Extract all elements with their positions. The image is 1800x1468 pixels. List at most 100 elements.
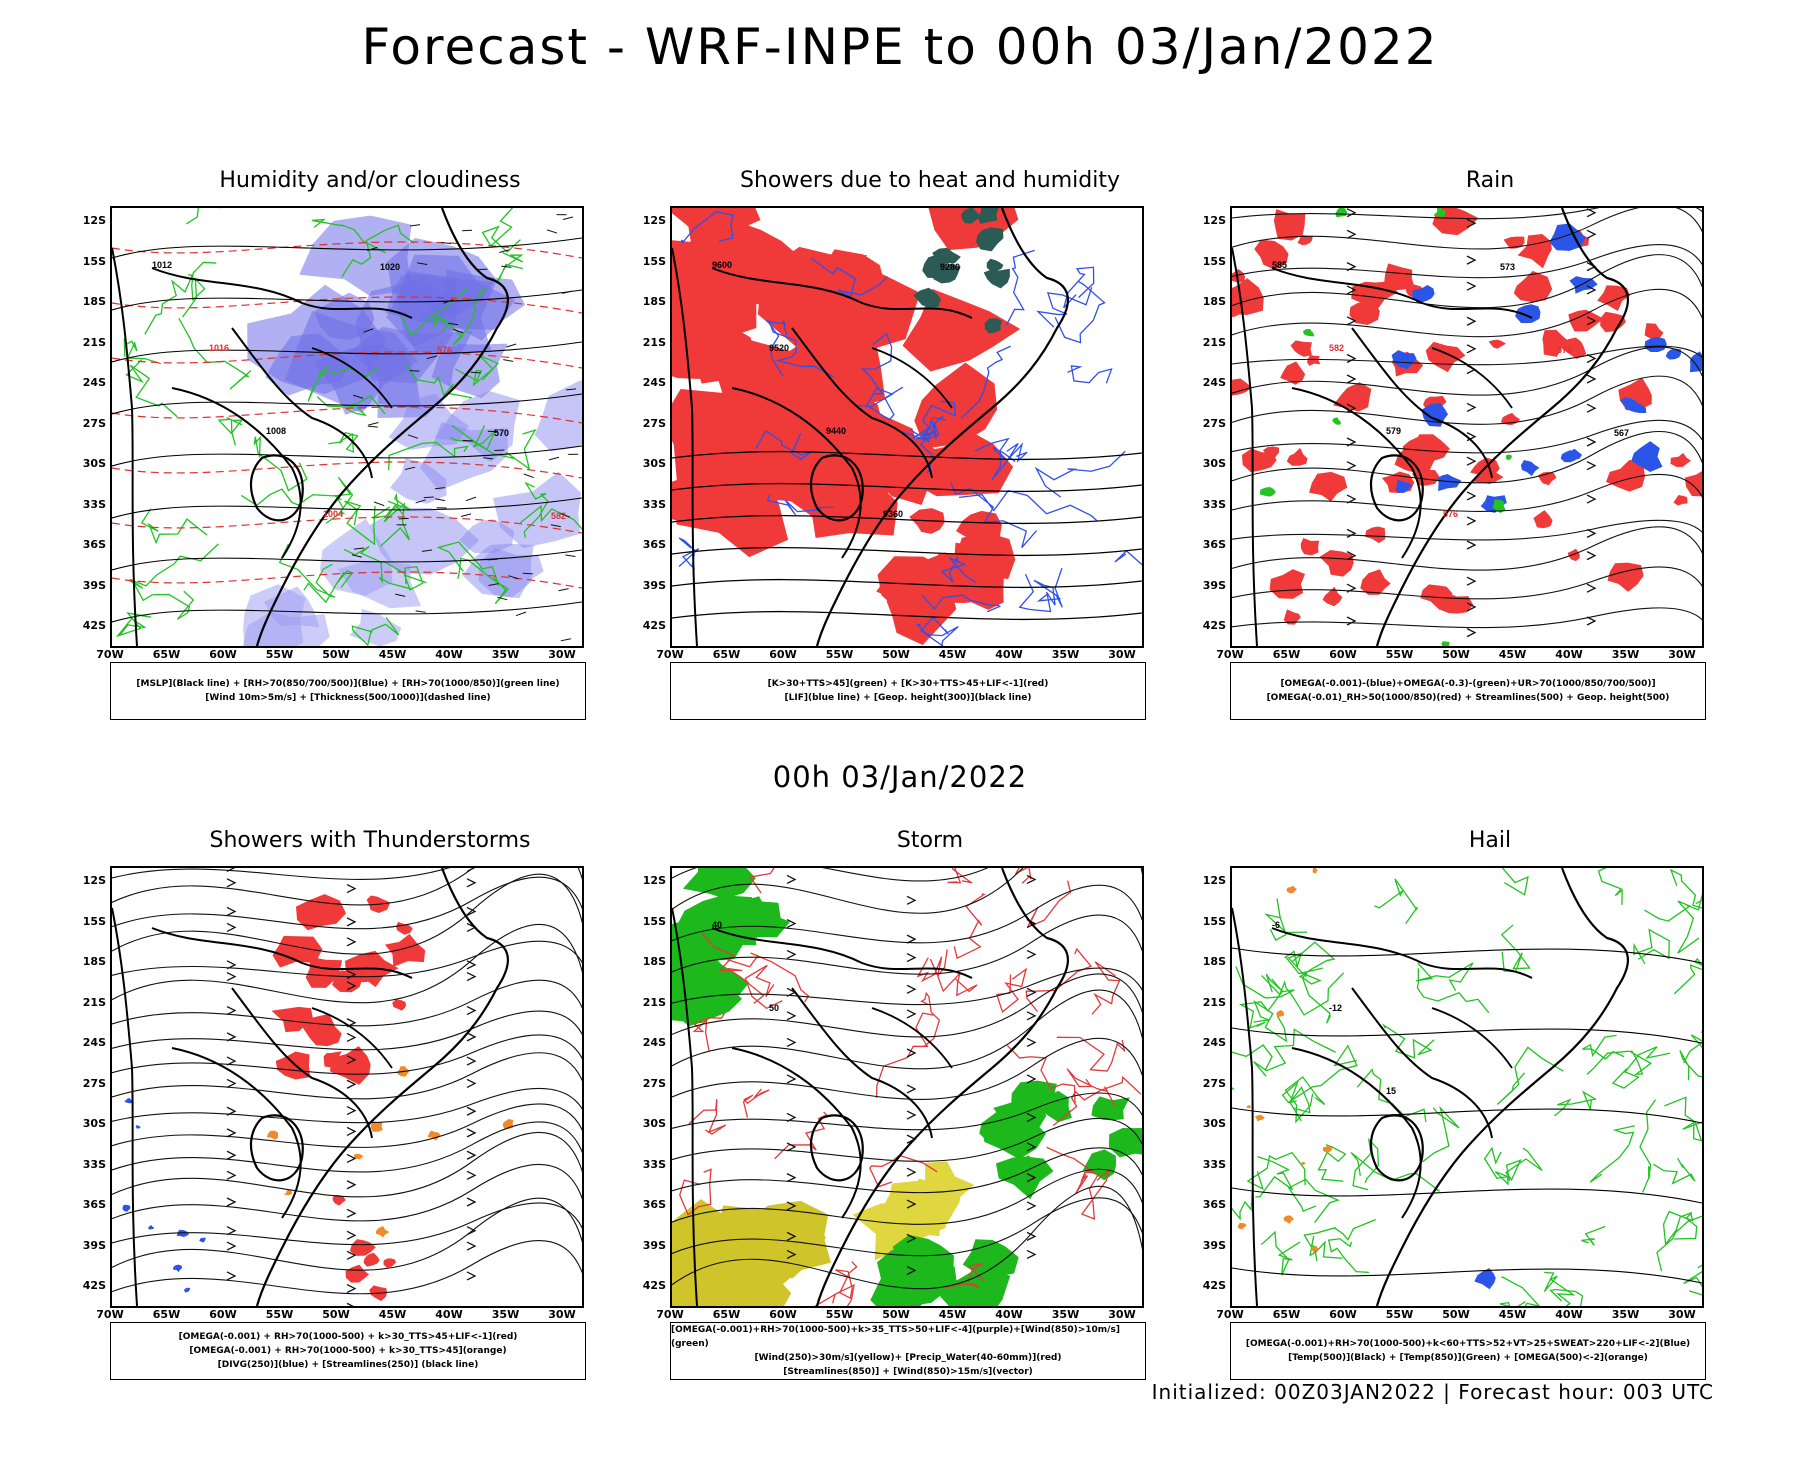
contour-label: 570 xyxy=(1557,345,1572,355)
shaded-area xyxy=(1238,1223,1247,1229)
streamline-arrow xyxy=(227,1171,235,1179)
lat-tick-label: 24S xyxy=(80,376,106,389)
legend-line: [OMEGA(-0.001) + RH>70(1000-500) + k>30_… xyxy=(179,1330,518,1344)
contour-line xyxy=(811,1115,863,1180)
legend-line: [Streamlines(850)] + [Wind(850)>15m/s](v… xyxy=(783,1365,1033,1379)
contour-line xyxy=(251,455,303,520)
shaded-area xyxy=(1568,310,1603,332)
contour-label: 1020 xyxy=(380,262,400,272)
lon-tick-label: 50W xyxy=(1438,648,1474,661)
lat-tick-label: 24S xyxy=(640,376,666,389)
streamline-arrow xyxy=(1347,617,1355,625)
streamline-arrow xyxy=(1027,1038,1035,1046)
lat-tick-label: 39S xyxy=(640,1239,666,1252)
lat-tick-label: 27S xyxy=(640,417,666,430)
contour-line xyxy=(1232,948,1702,963)
streamline-arrow xyxy=(227,923,235,931)
contour-line xyxy=(1329,1239,1369,1273)
wind-vector xyxy=(559,589,569,591)
contour-line xyxy=(1506,1148,1542,1181)
lat-tick-label: 30S xyxy=(80,457,106,470)
lat-tick-label: 24S xyxy=(1200,376,1226,389)
shaded-area xyxy=(1260,487,1276,497)
lon-tick-label: 60W xyxy=(205,1308,241,1321)
lat-tick-label: 21S xyxy=(1200,996,1226,1009)
streamline-arrow xyxy=(227,1151,235,1159)
lat-tick-label: 36S xyxy=(80,1198,106,1211)
lon-tick-label: 65W xyxy=(709,1308,745,1321)
panel-legend: [OMEGA(-0.001)+RH>70(1000-500)+k<60+TTS>… xyxy=(1230,1322,1706,1380)
contour-line xyxy=(1423,1108,1460,1162)
streamline-arrow xyxy=(1587,495,1595,503)
contour-line xyxy=(1232,255,1702,308)
lon-tick-label: 70W xyxy=(652,648,688,661)
panel-legend: [OMEGA(-0.001)-(blue)+OMEGA(-0.3)-(green… xyxy=(1230,662,1706,720)
contour-label: 15 xyxy=(1386,1086,1396,1096)
contour-line xyxy=(1374,879,1417,924)
contour-line xyxy=(1057,1037,1124,1071)
streamline-arrow xyxy=(227,907,235,915)
contour-line xyxy=(1551,1290,1604,1306)
streamline-arrow xyxy=(227,1057,235,1065)
contour-line xyxy=(672,1118,1142,1161)
contour-line xyxy=(112,1088,582,1122)
streamline-arrow xyxy=(787,1012,795,1020)
shaded-area xyxy=(1670,453,1691,467)
contour-line xyxy=(1232,520,1702,540)
lat-tick-label: 15S xyxy=(1200,915,1226,928)
lon-tick-label: 65W xyxy=(149,1308,185,1321)
legend-line: [Wind(250)>30m/s](yellow)+ [Precip_Water… xyxy=(755,1351,1062,1365)
lat-tick-label: 24S xyxy=(1200,1036,1226,1049)
contour-line xyxy=(145,275,193,334)
shaded-area xyxy=(345,1265,369,1283)
wind-vector xyxy=(561,639,571,641)
streamline-arrow xyxy=(347,918,355,926)
lon-tick-label: 60W xyxy=(205,648,241,661)
contour-line xyxy=(255,437,307,491)
lon-tick-label: 35W xyxy=(1608,1308,1644,1321)
wind-vector xyxy=(466,497,476,501)
shaded-area xyxy=(987,259,1004,271)
contour-line xyxy=(1255,1157,1292,1197)
contour-line xyxy=(183,262,217,317)
legend-line: [OMEGA(-0.001) + RH>70(1000-500) + k>30_… xyxy=(189,1344,506,1358)
lat-tick-label: 33S xyxy=(640,1158,666,1171)
lat-tick-label: 21S xyxy=(80,996,106,1009)
wind-vector xyxy=(399,518,409,519)
shaded-area xyxy=(1301,1162,1306,1165)
lon-tick-label: 40W xyxy=(991,1308,1027,1321)
contour-line xyxy=(112,1164,582,1220)
contour-line xyxy=(1232,1268,1702,1283)
contour-line xyxy=(1067,366,1111,383)
lat-tick-label: 42S xyxy=(1200,1279,1226,1292)
legend-line: [OMEGA(-0.001)-(blue)+OMEGA(-0.3)-(green… xyxy=(1280,677,1655,691)
legend-line: [Wind 10m>5m/s] + [Thickness(500/1000)](… xyxy=(205,691,490,705)
shaded-area xyxy=(696,324,757,383)
contour-line xyxy=(112,602,582,622)
lat-tick-label: 15S xyxy=(640,255,666,268)
streamline-arrow xyxy=(467,1107,475,1115)
lat-tick-label: 12S xyxy=(80,214,106,227)
streamline-arrow xyxy=(467,1272,475,1280)
lon-tick-label: 35W xyxy=(1608,648,1644,661)
streamline-arrow xyxy=(907,1168,915,1176)
lon-tick-label: 40W xyxy=(1551,648,1587,661)
contour-line xyxy=(112,1011,582,1050)
streamline-arrow xyxy=(1347,355,1355,363)
contour-line xyxy=(112,868,582,905)
lon-tick-label: 30W xyxy=(1664,1308,1700,1321)
shaded-area xyxy=(1521,460,1540,476)
streamline-arrow xyxy=(227,1272,235,1280)
streamline-arrow xyxy=(347,1285,355,1293)
map-plot[interactable] xyxy=(110,866,584,1308)
lat-tick-label: 24S xyxy=(640,1036,666,1049)
lat-tick-label: 30S xyxy=(640,457,666,470)
